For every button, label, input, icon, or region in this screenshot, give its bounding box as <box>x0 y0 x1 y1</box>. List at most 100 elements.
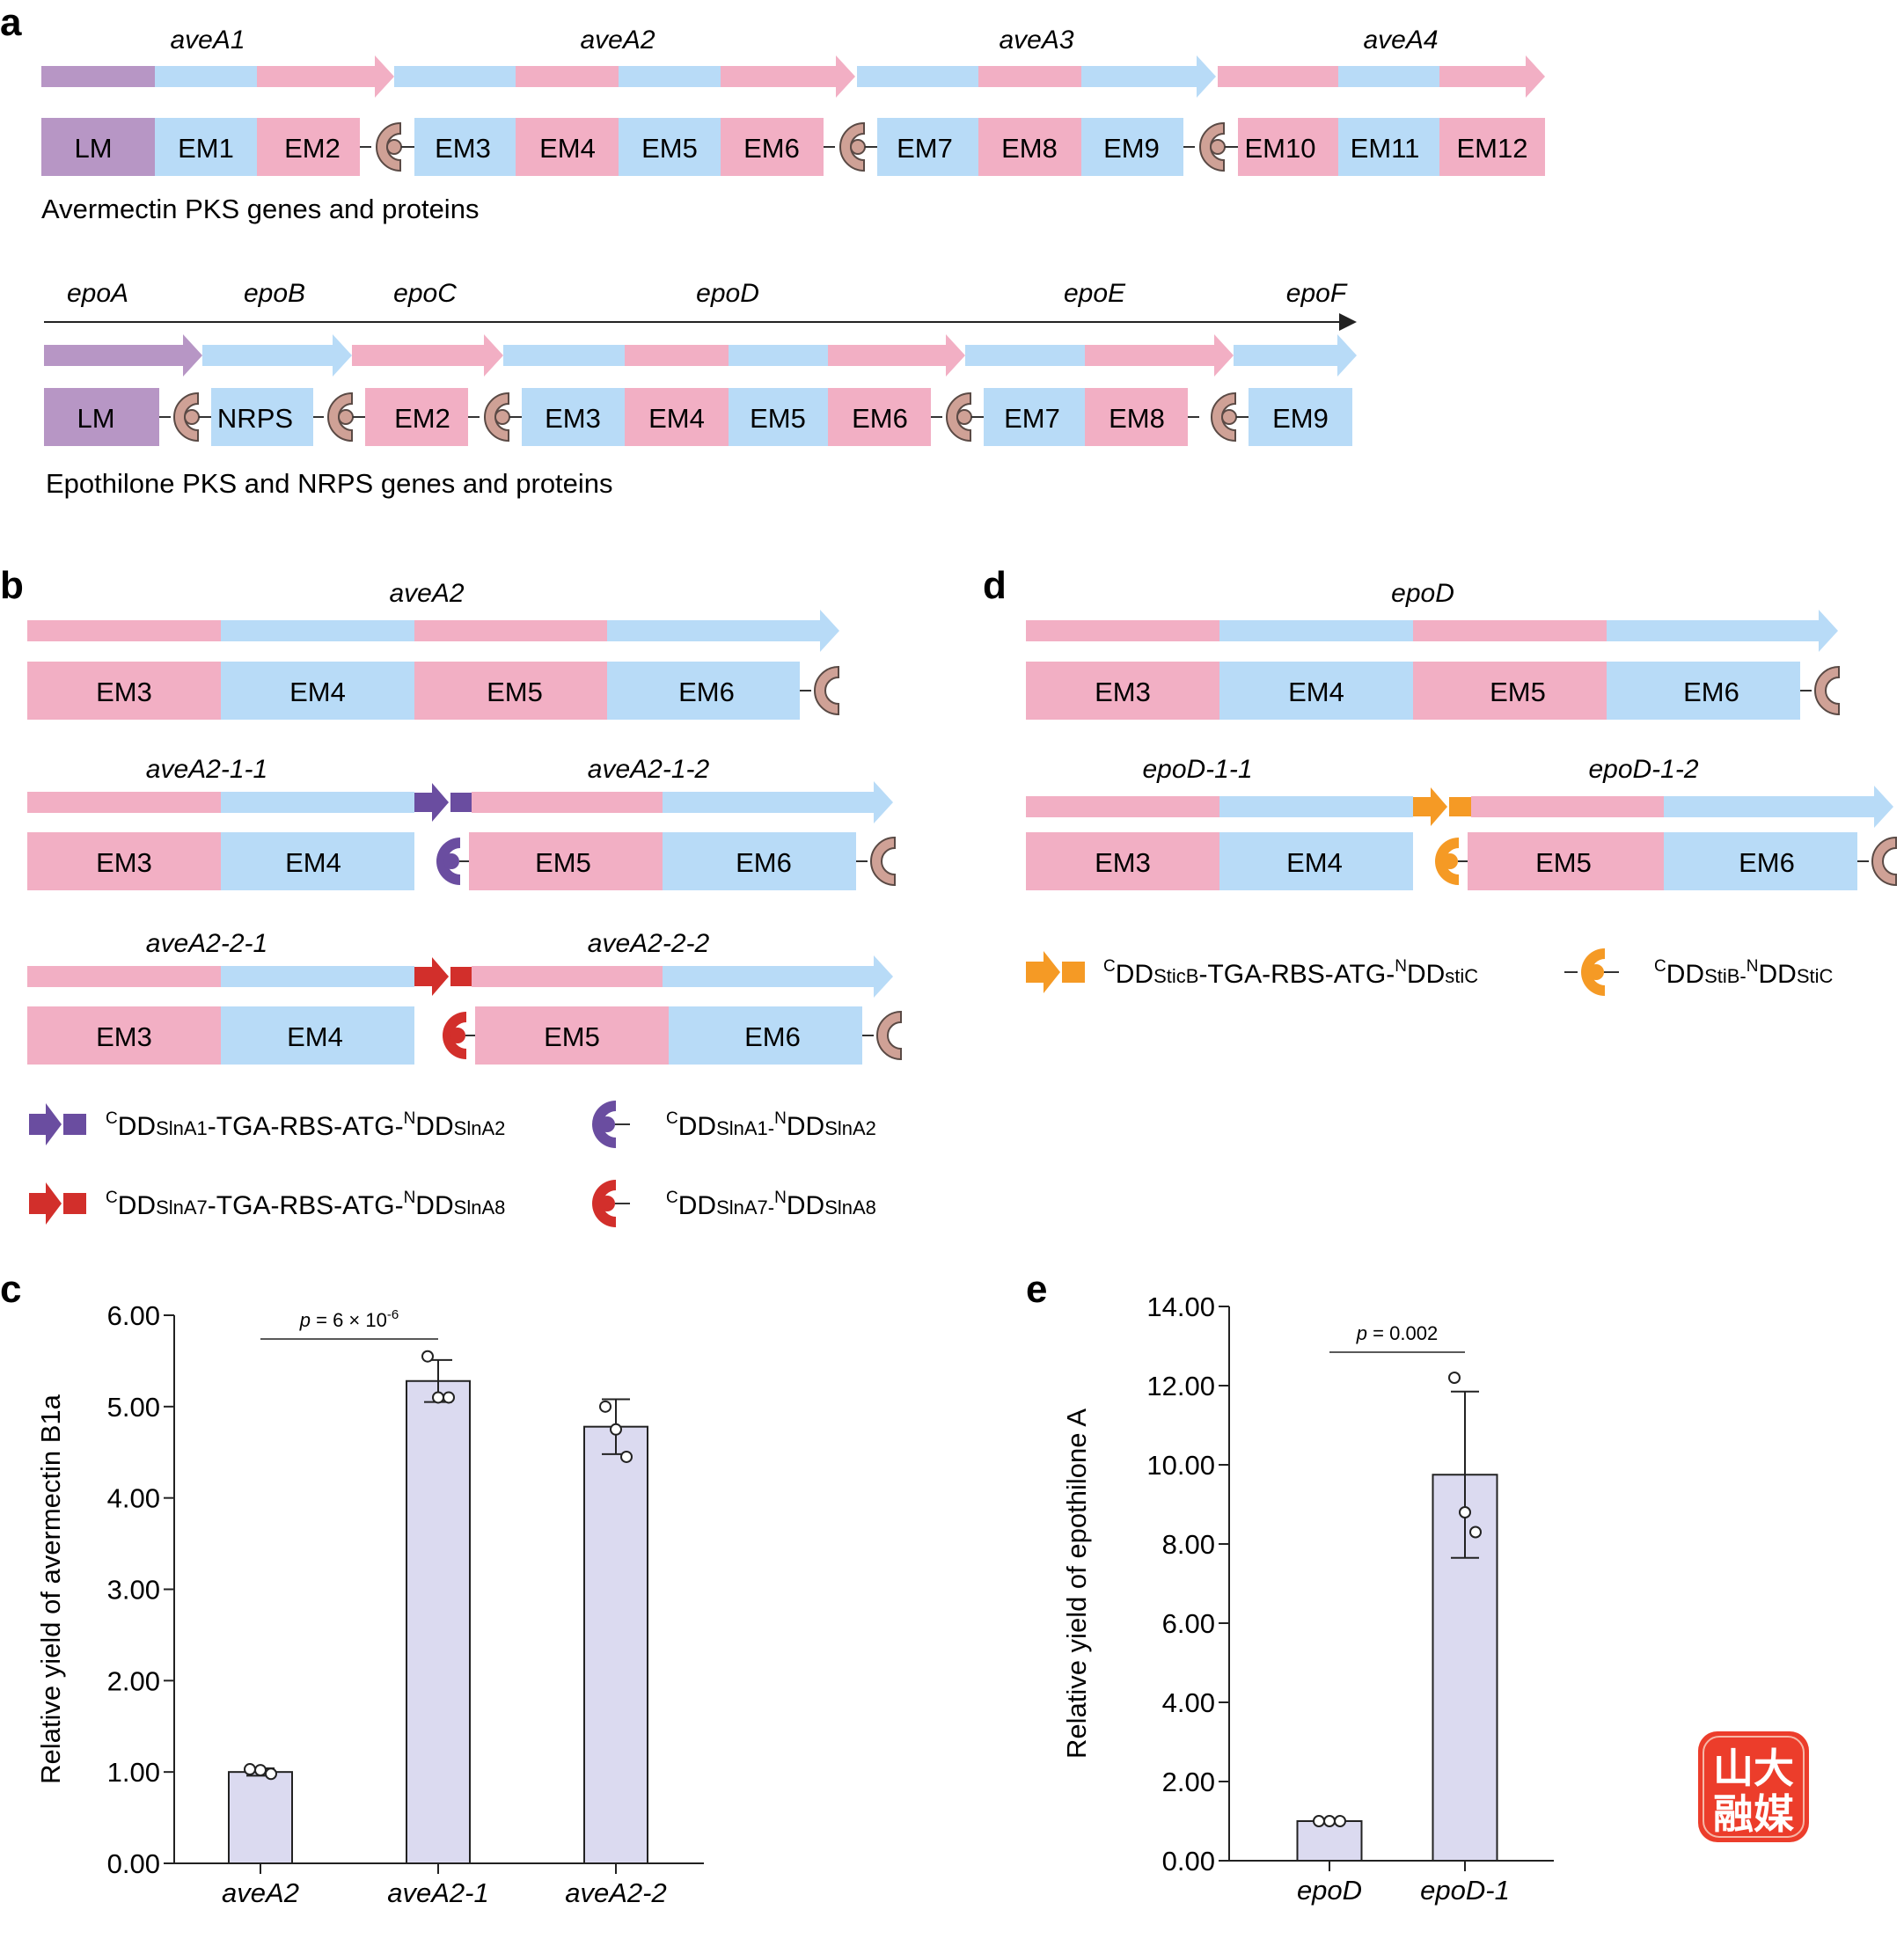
data-point <box>244 1763 256 1776</box>
aveA2-modules: EM3 EM4 EM5 EM6 <box>27 662 800 720</box>
bar <box>228 1771 293 1864</box>
data-point <box>620 1450 633 1463</box>
docking-domain-icon <box>1188 391 1249 443</box>
module-label: EM3 <box>96 847 152 878</box>
docking-domain-icon <box>800 665 839 716</box>
gene-label: epoC <box>393 279 457 308</box>
gene-label: aveA1 <box>170 26 245 55</box>
gene-label: epoD <box>696 279 759 308</box>
y-tick-label: 0.00 <box>1162 1846 1215 1877</box>
x-tick-label: aveA2-1 <box>387 1877 488 1908</box>
docking-domain-icon <box>1857 836 1897 887</box>
legend-stic-docking-icon <box>1564 948 1619 996</box>
gene-label: epoD-1-1 <box>1142 755 1252 784</box>
docking-domain-icon <box>1800 665 1840 716</box>
module-label: EM9 <box>1272 403 1329 434</box>
y-axis-label: Relative yield of epothilone A <box>1061 1409 1092 1759</box>
avermectin-gene-labels: aveA1 aveA2 aveA3 aveA4 <box>170 26 1438 55</box>
epoD-modules: EM3 EM4 EM5 EM6 <box>1026 662 1800 720</box>
module-label: EM5 <box>1535 847 1592 878</box>
module-label: EM6 <box>743 133 800 164</box>
legend-text: CDDStiB-NDDStiC <box>1654 957 1834 989</box>
x-tick-label: epoD <box>1297 1875 1362 1906</box>
module-label: EM5 <box>487 677 543 707</box>
module-label: EM6 <box>1683 677 1739 707</box>
epothilone-modules: LM NRPS EM2 EM3 EM4 EM5 EM6 EM7 EM8 EM9 <box>44 388 1352 446</box>
x-tick-label: epoD-1 <box>1420 1875 1510 1906</box>
docking-domain-icon <box>931 391 984 443</box>
y-tick-label: 12.00 <box>1146 1371 1215 1401</box>
data-point <box>1334 1815 1346 1827</box>
chart-avermectin: 0.00 1.00 2.00 3.00 4.00 5.00 6.00 Relative yie… <box>35 1300 704 1908</box>
y-tick-label: 4.00 <box>1162 1687 1215 1718</box>
gene-label: aveA2-1-1 <box>146 755 267 784</box>
chart-epothilone: 0.00 2.00 4.00 6.00 8.00 10.00 12.00 14.00 Relat… <box>1061 1291 1554 1906</box>
module-label: EM9 <box>1103 133 1160 164</box>
legend-text: CDDSticB-TGA-RBS-ATG-NDDstiC <box>1103 957 1478 989</box>
module-label: EM3 <box>1095 677 1151 707</box>
module-label: EM10 <box>1245 133 1316 164</box>
gene-label: epoD-1-2 <box>1588 755 1698 784</box>
docking-domain-icon <box>360 121 414 172</box>
module-label: EM6 <box>678 677 735 707</box>
docking-domain-icon <box>468 391 522 443</box>
docking-domain-icon <box>856 836 896 887</box>
y-tick-label: 6.00 <box>107 1300 160 1331</box>
avermectin-caption: Avermectin PKS genes and proteins <box>41 194 479 224</box>
bar <box>406 1379 471 1864</box>
y-tick-label: 2.00 <box>107 1665 160 1696</box>
aveA2-1-gene-arrows <box>27 781 893 823</box>
epothilone-gene-labels: epoA epoB epoC epoD epoE epoF <box>67 279 1348 308</box>
avermectin-gene-arrows <box>41 55 1545 98</box>
data-point <box>265 1767 277 1781</box>
gene-label: aveA4 <box>1363 26 1438 55</box>
module-label: LM <box>77 403 114 434</box>
aveA2-gene-arrow <box>27 610 839 652</box>
gene-label: epoF <box>1286 279 1348 308</box>
x-tick-label: aveA2 <box>222 1877 299 1908</box>
panel-label-e: e <box>1026 1268 1047 1311</box>
module-label: EM5 <box>641 133 698 164</box>
y-tick-label: 8.00 <box>1162 1529 1215 1560</box>
watermark-text: 融媒 <box>1713 1791 1795 1837</box>
module-label: EM3 <box>435 133 491 164</box>
slna7-slna8-docking-icon <box>443 1012 475 1059</box>
gene-label: aveA2 <box>389 579 464 608</box>
docking-domain-icon <box>313 391 365 443</box>
aveA2-2-gene-arrows <box>27 955 893 998</box>
y-tick-label: 1.00 <box>107 1757 160 1788</box>
docking-domain-icon <box>824 121 877 172</box>
module-label: EM4 <box>539 133 596 164</box>
gene-label: aveA3 <box>999 26 1073 55</box>
data-point <box>443 1391 455 1404</box>
gene-label: aveA2-2-2 <box>588 929 710 958</box>
panel-label-d: d <box>983 564 1007 607</box>
data-point <box>1323 1815 1336 1827</box>
y-axis-label: Relative yield of avermectin B1a <box>35 1394 66 1784</box>
watermark-logo: 山大 融媒 <box>1698 1731 1809 1842</box>
module-label: EM3 <box>545 403 601 434</box>
module-label: EM2 <box>394 403 450 434</box>
module-label: EM12 <box>1457 133 1528 164</box>
gene-label: aveA2-2-1 <box>146 929 267 958</box>
module-label: EM5 <box>544 1021 600 1052</box>
panel-label-b: b <box>0 564 24 607</box>
bar <box>1296 1820 1363 1862</box>
x-tick-label: aveA2-2 <box>565 1877 666 1908</box>
legend-slna1-docking-icon <box>592 1101 630 1148</box>
module-label: EM3 <box>1095 847 1151 878</box>
module-label: EM6 <box>852 403 908 434</box>
legend-slna1-arrow-icon <box>29 1103 86 1145</box>
legend-text: CDDSlnA7-TGA-RBS-ATG-NDDSlnA8 <box>106 1189 505 1220</box>
module-label: EM4 <box>1288 677 1344 707</box>
module-label: EM6 <box>736 847 792 878</box>
data-point <box>254 1764 267 1777</box>
stic-docking-icon <box>1435 838 1468 885</box>
data-point <box>1313 1815 1325 1827</box>
module-label: EM4 <box>285 847 341 878</box>
module-label: EM5 <box>1490 677 1546 707</box>
epothilone-gene-arrows <box>44 334 1357 377</box>
module-label: EM7 <box>1004 403 1060 434</box>
legend-stic-arrow-icon <box>1026 951 1085 993</box>
aveA2-1-modules: EM3 EM4 EM5 EM6 <box>27 832 856 890</box>
